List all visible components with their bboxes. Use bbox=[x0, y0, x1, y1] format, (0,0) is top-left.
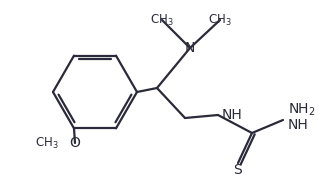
Text: NH$_2$: NH$_2$ bbox=[288, 102, 316, 118]
Text: CH$_3$: CH$_3$ bbox=[150, 12, 174, 28]
Text: NH: NH bbox=[222, 108, 243, 122]
Text: O: O bbox=[69, 136, 81, 150]
Text: CH$_3$: CH$_3$ bbox=[35, 135, 59, 151]
Text: NH: NH bbox=[288, 118, 309, 132]
Text: S: S bbox=[234, 163, 242, 177]
Text: N: N bbox=[185, 41, 195, 55]
Text: CH$_3$: CH$_3$ bbox=[208, 12, 232, 28]
